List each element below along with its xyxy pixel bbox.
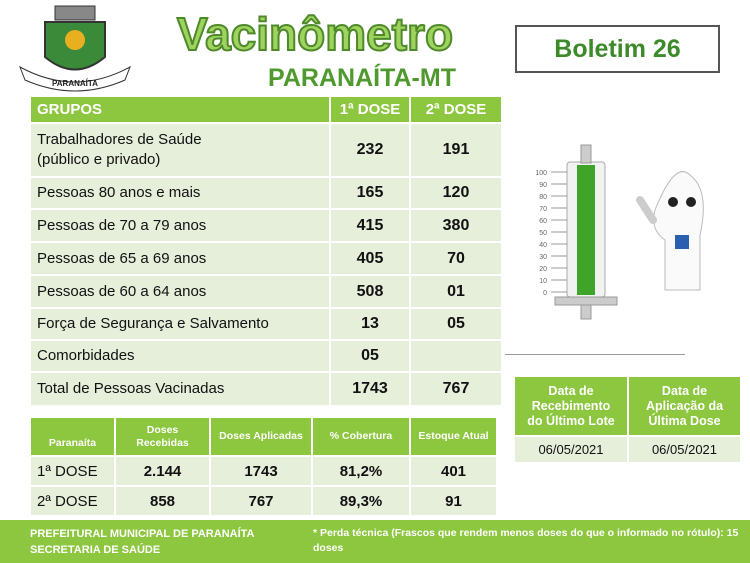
dose-count: 508 (331, 276, 409, 307)
group-name: Pessoas de 65 a 69 anos (31, 243, 329, 274)
dose-count: 120 (411, 178, 501, 208)
column-header: Paranaíta (31, 418, 114, 455)
dose-label: 1ª DOSE (31, 457, 114, 485)
scale-label: 40 (539, 242, 547, 249)
bulletin: Boletim 26 (515, 25, 720, 73)
scale-label: 50 (539, 230, 547, 237)
dose-count: 405 (331, 243, 409, 274)
dose-stat: 767 (211, 487, 311, 515)
column-header: GRUPOS (31, 97, 329, 122)
divider (505, 354, 685, 355)
column-header: Doses Aplicadas (211, 418, 311, 455)
dose-count: 191 (411, 124, 501, 176)
dose-stat: 81,2% (313, 457, 409, 485)
footer-line: PREFEITURAL MUNICIPAL DE PARANAÍTA (30, 528, 255, 540)
scale-label: 70 (539, 206, 547, 213)
dose-count: 70 (411, 243, 501, 274)
dose-count: 232 (331, 124, 409, 176)
dose-count: 01 (411, 276, 501, 307)
dose-stat: 858 (116, 487, 209, 515)
column-header: Doses Recebidas (116, 418, 209, 455)
scale-label: 10 (539, 278, 547, 285)
footer (0, 520, 750, 563)
group-name: Pessoas de 60 a 64 anos (31, 276, 329, 307)
dose-stat: 401 (411, 457, 496, 485)
footer-left: PREFEITURAL MUNICIPAL DE PARANAÍTA SECRE… (30, 526, 255, 558)
dose-stat: 91 (411, 487, 496, 515)
dose-count: 13 (331, 309, 409, 339)
column-header: 1ª DOSE (331, 97, 409, 122)
dose-count: 767 (411, 373, 501, 405)
scale-label: 60 (539, 218, 547, 225)
scale-label: 20 (539, 266, 547, 273)
scale-label: 100 (535, 170, 547, 177)
dose-count (411, 341, 501, 371)
date-header: Data de Aplicação da Última Dose (629, 377, 740, 435)
dose-count: 05 (411, 309, 501, 339)
subtitle: PARANAÍTA-MT (268, 63, 456, 92)
group-name: Trabalhadores de Saúde (público e privad… (31, 124, 329, 176)
dose-count: 165 (331, 178, 409, 208)
group-name: Pessoas 80 anos e mais (31, 178, 329, 208)
dose-count: 415 (331, 210, 409, 241)
date-header: Data de Recebimento do Último Lote (515, 377, 627, 435)
dose-stat: 2.144 (116, 457, 209, 485)
group-name: Pessoas de 70 a 79 anos (31, 210, 329, 241)
scale-label: 90 (539, 182, 547, 189)
column-header: 2ª DOSE (411, 97, 501, 122)
dose-stat: 1743 (211, 457, 311, 485)
dose-count: 1743 (331, 373, 409, 405)
dose-count: 05 (331, 341, 409, 371)
dose-stat: 89,3% (313, 487, 409, 515)
date-value: 06/05/2021 (515, 437, 627, 462)
column-header: Estoque Atual (411, 418, 496, 455)
syringe-illustration: 0 10 20 30 40 50 60 70 80 90 100 (535, 144, 704, 320)
title-block: Vacinômetro PARANAÍTA-MT (176, 7, 456, 92)
group-name: Força de Segurança e Salvamento (31, 309, 329, 339)
logo-text: PARANAÍTA (52, 79, 98, 88)
group-name: Total de Pessoas Vacinadas (31, 373, 329, 405)
logo: PARANAÍTA (19, 5, 131, 92)
scale-label: 0 (543, 290, 547, 297)
title: Vacinômetro (177, 8, 453, 60)
dose-label: 2ª DOSE (31, 487, 114, 515)
date-value: 06/05/2021 (629, 437, 740, 462)
scale-label: 80 (539, 194, 547, 201)
dose-count: 380 (411, 210, 501, 241)
footer-line: SECRETARIA DE SAÚDE (30, 544, 161, 556)
column-header: % Cobertura (313, 418, 409, 455)
scale-label: 30 (539, 254, 547, 261)
group-name: Comorbidades (31, 341, 329, 371)
footer-note: * Perda técnica (Frascos que rendem meno… (313, 527, 739, 554)
